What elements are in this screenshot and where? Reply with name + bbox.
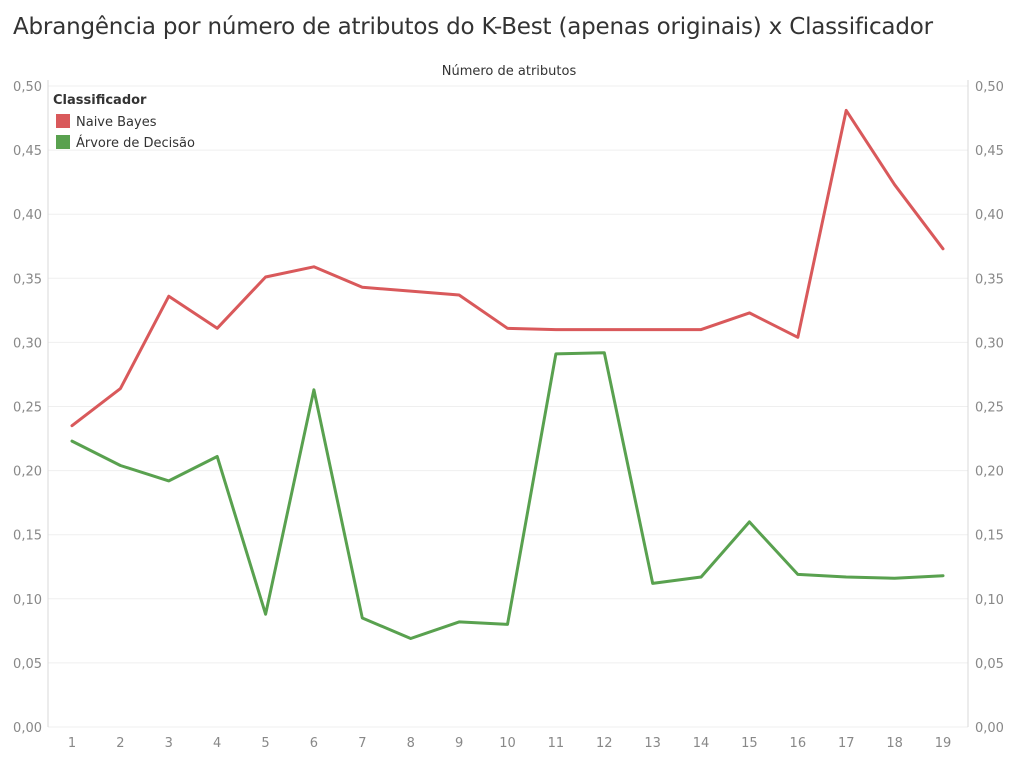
x-tick-label: 5 [261,736,269,751]
x-tick-label: 19 [935,736,952,751]
x-tick-label: 4 [213,736,221,751]
left-y-tick-label: 0,25 [13,401,42,416]
x-tick-label: 17 [838,736,855,751]
right-y-tick-label: 0,00 [975,721,1004,736]
legend-swatch [56,114,70,128]
x-tick-label: 6 [310,736,318,751]
right-y-tick-label: 0,35 [975,272,1004,287]
left-y-tick-label: 0,20 [13,465,42,480]
legend-label: Árvore de Decisão [76,135,195,151]
x-tick-label: 11 [548,736,565,751]
axes [47,80,969,727]
series-lines [70,108,945,640]
legend-swatch [56,135,70,149]
x-axis-title: Número de atributos [442,64,577,79]
right-y-tick-label: 0,40 [975,208,1004,223]
left-y-tick-label: 0,05 [13,657,42,672]
x-tick-labels: 1 2 3 4 5 6 7 8 9 10 11 12 13 14 15 16 17 18 19 [68,736,951,751]
left-y-tick-label: 0,15 [13,529,42,544]
left-y-tick-label: 0,00 [13,721,42,736]
x-tick-label: 3 [165,736,173,751]
right-y-tick-label: 0,25 [975,401,1004,416]
right-y-tick-label: 0,15 [975,529,1004,544]
legend-label: Naive Bayes [76,115,157,130]
x-tick-label: 10 [499,736,516,751]
left-y-tick-label: 0,45 [13,144,42,159]
left-y-tick-label: 0,30 [13,336,42,351]
right-y-tick-label: 0,20 [975,465,1004,480]
left-y-tick-label: 0,40 [13,208,42,223]
chart-title: Abrangência por número de atributos do K… [13,14,933,40]
gridlines [48,85,968,728]
x-tick-label: 18 [886,736,903,751]
right-y-tick-label: 0,45 [975,144,1004,159]
right-y-tick-label: 0,10 [975,593,1004,608]
x-tick-label: 13 [644,736,661,751]
x-tick-label: 15 [741,736,758,751]
x-tick-label: 9 [455,736,463,751]
right-y-tick-labels: 0,00 0,05 0,10 0,15 0,20 0,25 0,30 0,35 0,40 0,45… [975,80,1004,736]
x-tick-label: 7 [358,736,366,751]
left-y-tick-label: 0,50 [13,80,42,95]
legend-title: Classificador [53,93,147,108]
left-y-tick-label: 0,10 [13,593,42,608]
x-tick-label: 14 [693,736,710,751]
left-y-tick-labels: 0,00 0,05 0,10 0,15 0,20 0,25 0,30 0,35 0,40 0,45… [13,80,42,736]
x-tick-label: 12 [596,736,613,751]
x-tick-label: 8 [407,736,415,751]
x-tick-label: 2 [116,736,124,751]
series-line-arvore-de-decisao[interactable] [70,351,945,640]
x-tick-label: 16 [790,736,807,751]
right-y-tick-label: 0,05 [975,657,1004,672]
series-line-naive-bayes[interactable] [70,108,945,428]
x-tick-label: 1 [68,736,76,751]
right-y-tick-label: 0,50 [975,80,1004,95]
left-y-tick-label: 0,35 [13,272,42,287]
legend[interactable]: Classificador Naive Bayes Árvore de Decis… [53,93,195,151]
right-y-tick-label: 0,30 [975,336,1004,351]
